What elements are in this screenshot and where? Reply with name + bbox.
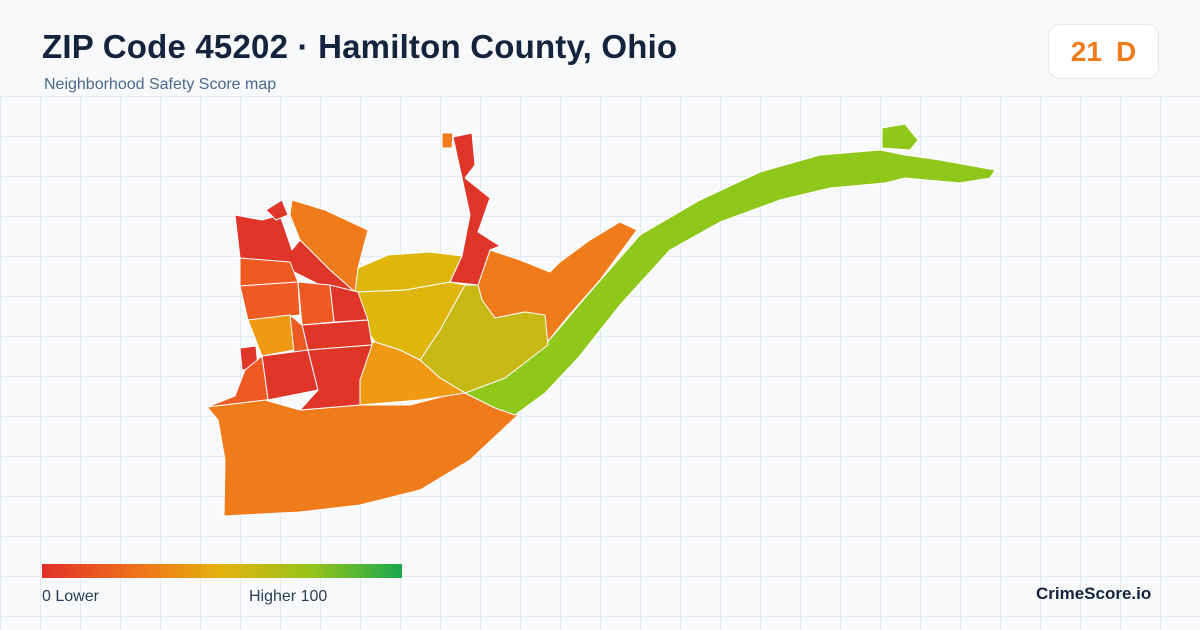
score-value: 21 (1070, 35, 1102, 67)
score-grade: D (1115, 35, 1137, 67)
page-title: ZIP Code 45202 · Hamilton County, Ohio (42, 28, 678, 65)
map-region[interactable] (464, 149, 996, 416)
header: ZIP Code 45202 · Hamilton County, Ohio N… (0, 0, 1200, 96)
map-region[interactable] (239, 281, 301, 321)
map-region[interactable] (359, 341, 466, 406)
map-region[interactable] (206, 355, 269, 408)
map-region[interactable] (881, 123, 919, 151)
legend-min-label: 0 Lower (42, 588, 99, 605)
map-region[interactable] (449, 132, 501, 286)
page-subtitle: Neighborhood Safety Score map (44, 76, 277, 93)
map-region[interactable] (299, 344, 373, 411)
map-grid-background (0, 96, 1200, 630)
map-region[interactable] (297, 281, 335, 326)
map-region[interactable] (206, 391, 519, 517)
map-region[interactable] (441, 132, 454, 149)
map-region[interactable] (265, 199, 289, 221)
brand-logo-text[interactable]: CrimeScore.io (1036, 584, 1152, 603)
legend-max-label: Higher 100 (249, 588, 328, 605)
safety-score-badge: 21 D (1048, 24, 1159, 79)
legend-gradient-bar (42, 564, 402, 578)
map-region[interactable] (239, 257, 299, 287)
